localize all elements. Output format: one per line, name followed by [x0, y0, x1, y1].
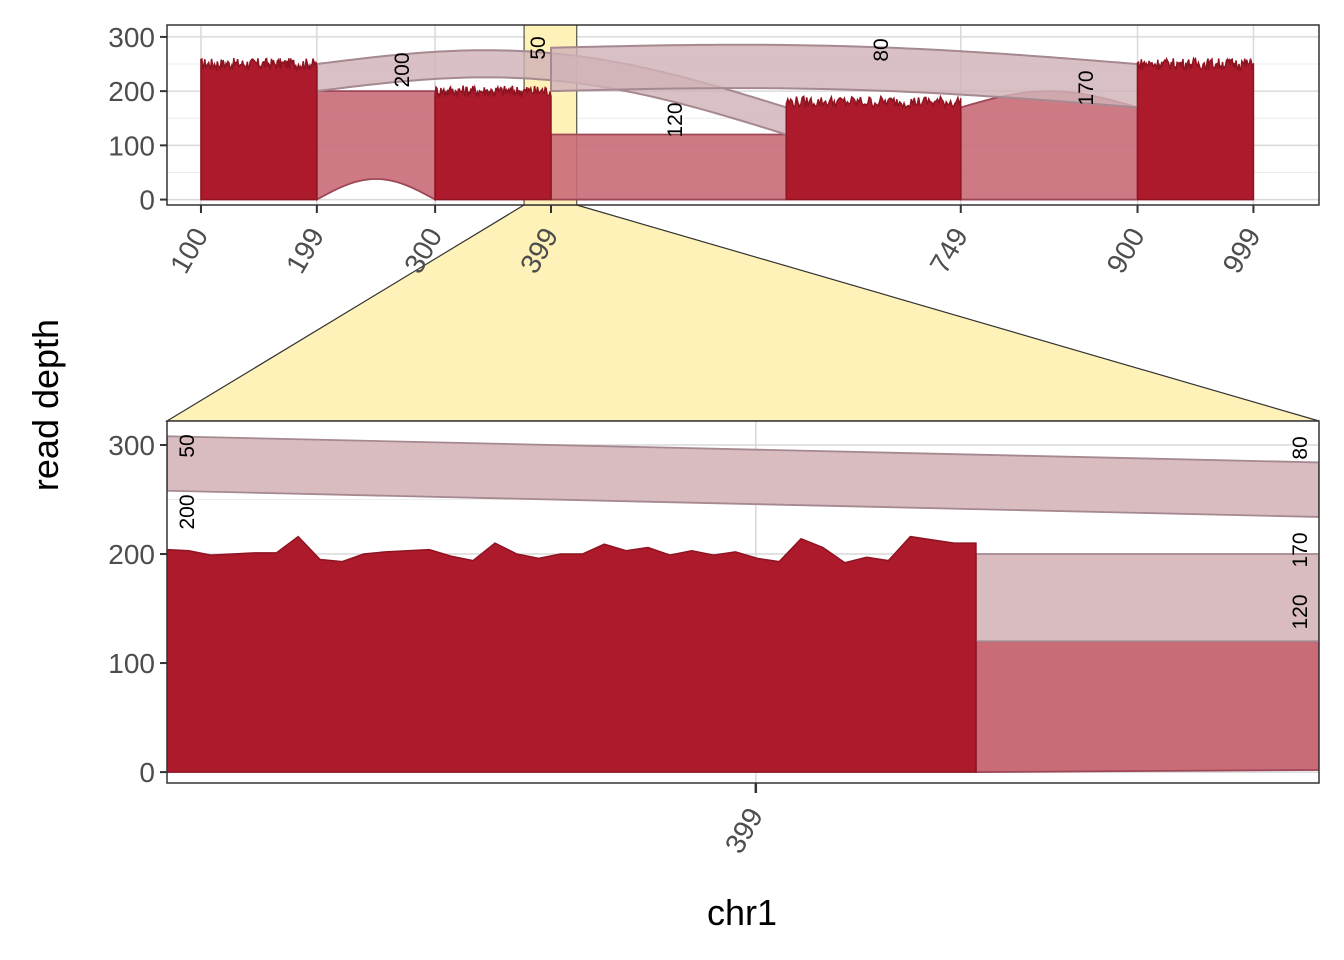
x-axis-title: chr1 — [707, 892, 777, 933]
y-tick-label: 0 — [139, 757, 155, 788]
exon-coverage — [200, 57, 318, 201]
y-tick-label: 100 — [108, 130, 155, 161]
y-tick-label: 200 — [108, 539, 155, 570]
overview-plot-area — [167, 25, 1319, 205]
x-tick-label: 900 — [1101, 223, 1151, 279]
junction-label-120: 120 — [1289, 594, 1312, 629]
y-axis-title: read depth — [25, 319, 66, 491]
x-tick-label: 399 — [719, 803, 769, 859]
zoom-border — [166, 420, 1320, 784]
zoom-panel: 50 200 80 170 120 0 100 200 300 399 — [108, 420, 1320, 859]
overview-border — [166, 24, 1320, 206]
junction-label-170: 170 — [1289, 532, 1312, 567]
junction-label-200: 200 — [391, 52, 414, 87]
junction-label-50: 50 — [527, 36, 550, 59]
junction-ribbon-80 — [975, 553, 1319, 643]
x-tick-label: 100 — [164, 223, 214, 279]
junction-label-120: 120 — [664, 102, 687, 137]
junction-label-200: 200 — [176, 494, 199, 529]
exon-coverage — [785, 94, 962, 201]
x-tick-label: 749 — [924, 223, 974, 279]
exon-coverage — [1136, 56, 1255, 201]
junction-label-50: 50 — [176, 434, 199, 457]
exon-coverage — [167, 535, 977, 773]
y-tick-label: 200 — [108, 76, 155, 107]
y-tick-label: 300 — [108, 430, 155, 461]
junction-ribbon-170 — [959, 90, 1139, 201]
y-tick-label: 300 — [108, 22, 155, 53]
junction-label-80: 80 — [870, 38, 893, 61]
junction-label-170: 170 — [1075, 70, 1098, 105]
exon-coverage — [434, 84, 552, 201]
x-tick-label: 999 — [1216, 223, 1266, 279]
y-tick-label: 100 — [108, 648, 155, 679]
y-tick-label: 0 — [139, 185, 155, 216]
zoom-plot-area — [167, 421, 1319, 783]
junction-label-80: 80 — [1289, 436, 1312, 459]
junction-ribbon-120 — [550, 133, 788, 201]
junction-ribbon-50 — [167, 435, 1319, 518]
junction-ribbon-120 — [975, 640, 1319, 774]
x-tick-label: 199 — [280, 223, 330, 279]
